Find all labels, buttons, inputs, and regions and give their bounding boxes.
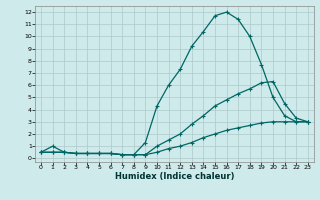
X-axis label: Humidex (Indice chaleur): Humidex (Indice chaleur) [115, 172, 234, 181]
